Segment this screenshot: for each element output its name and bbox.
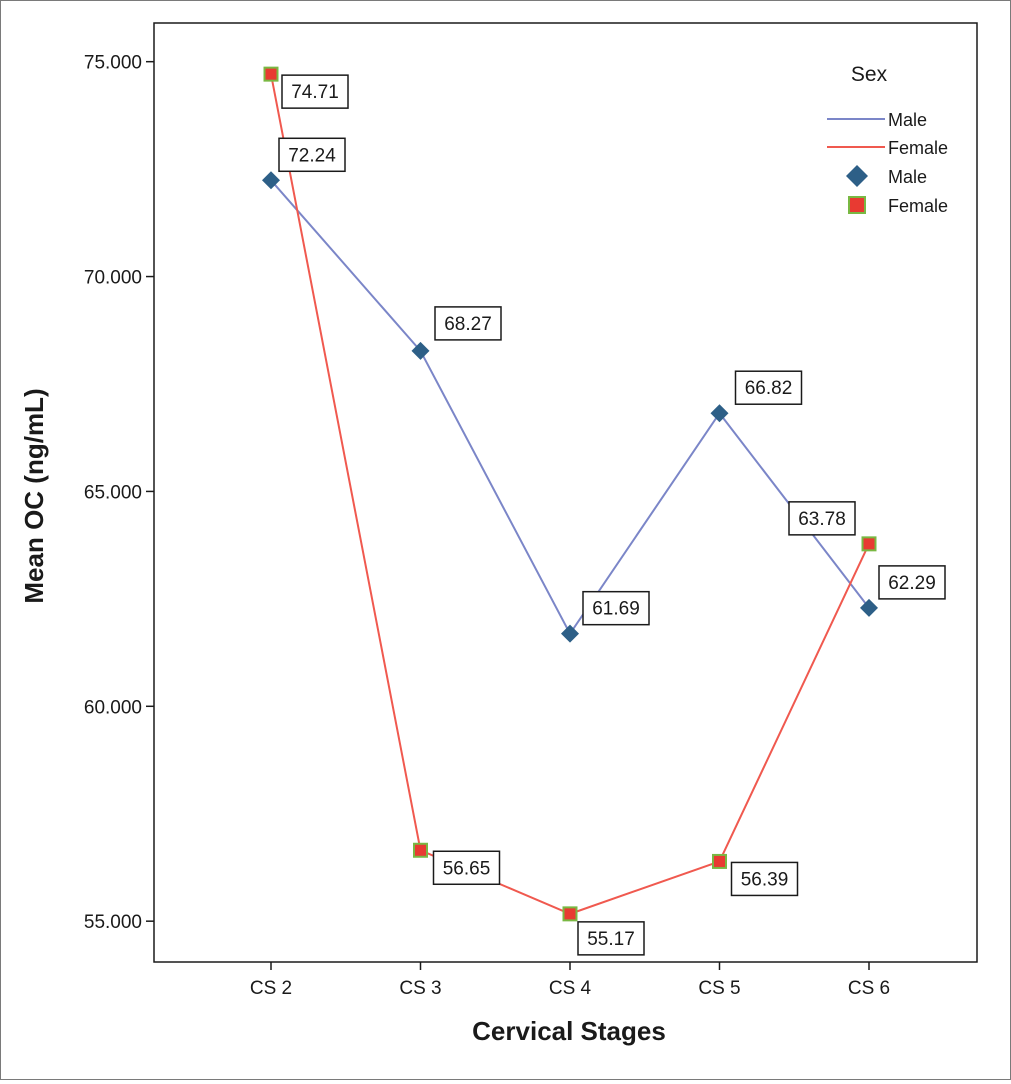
x-tick-label: CS 6 [848, 978, 890, 999]
data-label-text: 68.27 [444, 314, 492, 335]
legend-label: Male [888, 167, 927, 187]
data-label-box [278, 137, 346, 173]
data-label-male-cs4: 61.69 [582, 590, 650, 626]
x-tick-label: CS 2 [250, 978, 292, 999]
data-label-text: 56.65 [443, 858, 491, 879]
legend-item-female-line: Female [827, 138, 948, 158]
data-label-box [434, 306, 502, 341]
data-label-box [432, 850, 501, 886]
legend-item-female-marker: Female [848, 196, 948, 216]
data-labels: 72.24 68.27 61.69 66.82 62.29 74.71 56.65 55.17… [278, 74, 946, 956]
data-label-box [577, 921, 645, 956]
data-label-text: 61.69 [592, 599, 640, 620]
point-female-cs4 [562, 906, 578, 922]
y-tick-label: 55.000 [84, 912, 142, 933]
legend-square-swatch [848, 196, 866, 214]
point-female-cs5 [712, 853, 727, 869]
x-axis-title: Cervical Stages [472, 1016, 666, 1046]
y-tick-label: 60.000 [84, 697, 142, 718]
data-label-text: 63.78 [798, 509, 846, 530]
plot-area [153, 22, 978, 963]
y-tick-label: 75.000 [84, 53, 142, 74]
data-label-female-cs3: 56.65 [432, 850, 501, 886]
point-male-cs3 [411, 341, 430, 360]
data-label-text: 74.71 [291, 82, 339, 103]
data-label-box [788, 501, 856, 536]
legend-label: Female [888, 196, 948, 216]
legend-item-male-marker: Male [846, 165, 927, 187]
data-label-female-cs2: 74.71 [281, 74, 349, 109]
legend-title: Sex [851, 63, 888, 86]
point-male-cs6 [860, 598, 878, 617]
data-label-text: 66.82 [745, 378, 793, 399]
legend-label: Female [888, 138, 948, 158]
data-label-male-cs6: 62.29 [878, 565, 946, 600]
point-male-cs4 [561, 624, 579, 643]
data-label-box [730, 861, 799, 897]
data-label-box [878, 565, 946, 600]
legend-diamond-swatch [846, 165, 868, 187]
data-label-female-cs6: 63.78 [788, 501, 856, 536]
data-label-male-cs2: 72.24 [278, 137, 346, 173]
point-female-cs2 [263, 66, 279, 82]
point-male-cs5 [710, 404, 729, 423]
data-label-male-cs3: 68.27 [434, 306, 502, 341]
point-male-cs2 [262, 171, 280, 190]
point-female-cs3 [413, 842, 428, 858]
data-label-box [582, 590, 650, 626]
data-label-box [281, 74, 349, 109]
data-label-male-cs5: 66.82 [734, 370, 803, 405]
data-label-text: 56.39 [741, 869, 789, 890]
data-label-text: 72.24 [288, 145, 336, 166]
data-label-text: 55.17 [587, 929, 635, 950]
point-female-cs6 [861, 536, 877, 552]
data-label-text: 62.29 [888, 573, 936, 594]
data-label-female-cs4: 55.17 [577, 921, 645, 956]
x-tick-label: CS 5 [698, 978, 740, 999]
data-label-female-cs5: 56.39 [730, 861, 799, 897]
x-tick-label: CS 3 [399, 978, 441, 999]
legend-item-male-line: Male [827, 110, 927, 130]
data-label-box [734, 370, 803, 405]
y-tick-label: 65.000 [84, 482, 142, 503]
x-tick-label: CS 4 [549, 978, 592, 999]
x-axis: CS 2 CS 3 CS 4 CS 5 CS 6 [250, 962, 890, 999]
y-axis: 55.000 60.000 65.000 70.000 75.000 [84, 53, 154, 933]
y-axis-title: Mean OC (ng/mL) [19, 388, 49, 603]
series-markers [262, 66, 878, 922]
legend-label: Male [888, 110, 927, 130]
y-tick-label: 70.000 [84, 268, 142, 289]
legend: Sex Male Female Male Female [827, 63, 948, 216]
